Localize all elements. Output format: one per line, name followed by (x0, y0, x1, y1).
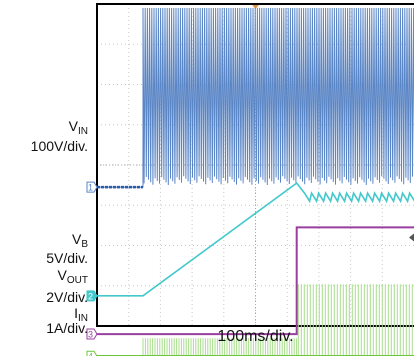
iin-scale: 1A/div. (46, 320, 88, 336)
iin-channel-marker (86, 350, 98, 356)
vout-label: VOUT (57, 267, 88, 287)
vb-trace (96, 181, 414, 297)
vb-scale: 5V/div. (46, 250, 88, 266)
iin-label: IIN (74, 305, 88, 325)
vout-channel-number: 3 (88, 330, 93, 340)
vout-channel-marker (86, 328, 98, 340)
iin-ripple (142, 284, 413, 356)
vb-channel-marker (86, 290, 98, 302)
trigger-marker (251, 4, 260, 9)
vin-scale: 100V/div. (30, 138, 88, 154)
vb-channel-number: 2 (88, 291, 93, 301)
vout-trace (97, 226, 414, 336)
plot-frame (96, 3, 414, 327)
x-axis-label: 100ms/div. (217, 328, 294, 345)
vin-label: VIN (68, 118, 88, 138)
vin-channel-number: 1 (88, 183, 93, 193)
vin-channel-marker (86, 181, 98, 193)
vb-label: VB (71, 231, 88, 251)
vin-trace (97, 8, 414, 188)
vout-scale: 2V/div. (46, 289, 88, 305)
right-level-marker (409, 233, 414, 242)
iin-channel-number: 4 (88, 352, 93, 356)
